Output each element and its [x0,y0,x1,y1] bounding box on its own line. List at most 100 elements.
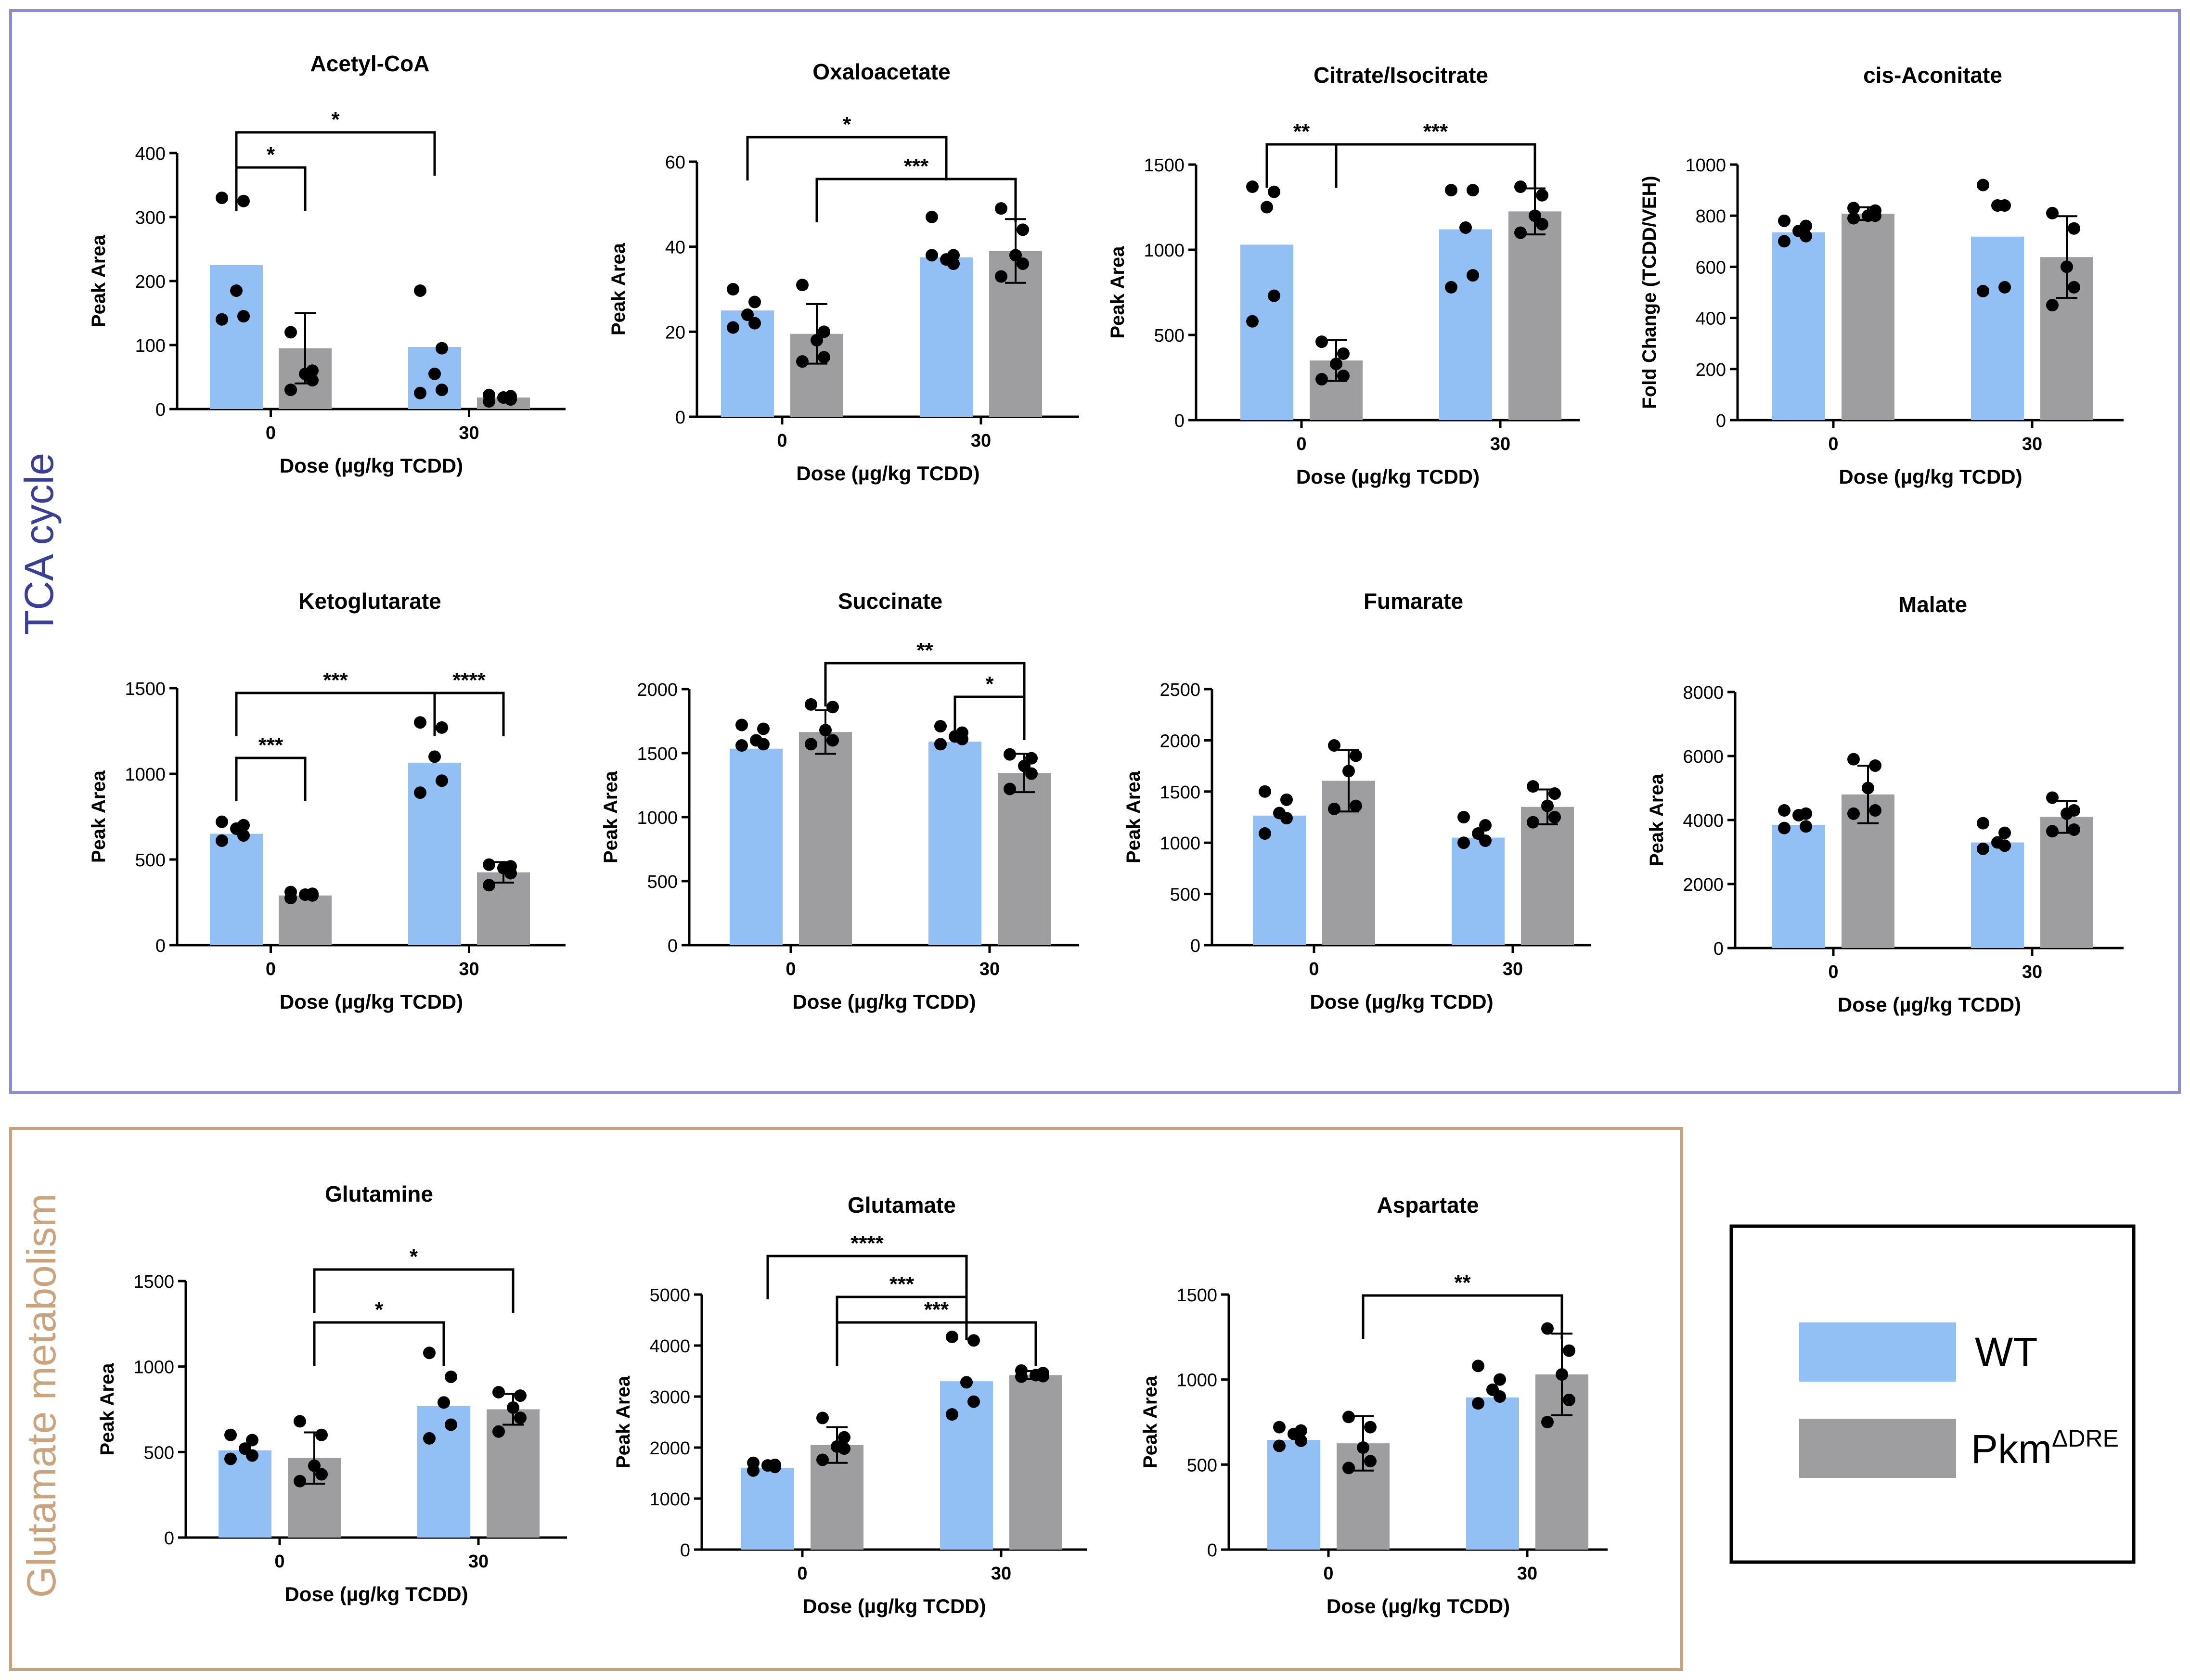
data-point [1514,226,1527,239]
y-tick-label: 600 [1696,257,1726,278]
legend-label-pkm-superscript: ΔDRE [2052,1425,2119,1452]
y-tick-label: 400 [1696,309,1726,329]
y-tick-label: 1500 [637,744,678,764]
data-point [492,1425,505,1438]
data-point [237,194,250,207]
significance-label: *** [904,154,929,178]
x-axis-label: Dose (µg/kg TCDD) [1296,465,1480,488]
significance-bracket [836,1295,968,1340]
y-tick-label: 0 [1190,936,1200,956]
x-tick-label: 0 [1323,1564,1333,1584]
data-point [224,1452,237,1465]
data-point [1295,1434,1307,1447]
x-tick-label: 0 [1828,434,1838,454]
data-point [414,716,426,729]
data-point [1342,765,1355,778]
data-point [1778,821,1791,834]
y-tick-label: 1000 [1144,241,1185,261]
data-point [1472,1359,1484,1372]
y-axis-label: Peak Area [608,243,629,335]
y-tick-label: 3000 [649,1387,690,1408]
data-point [414,786,426,799]
data-point [2046,206,2059,219]
y-tick-label: 500 [647,872,678,892]
data-point [1315,373,1328,386]
data-point [284,326,297,339]
chart-title: Glutamate [848,1193,956,1218]
bar-wt-30 [1971,842,2024,948]
data-point [819,724,832,737]
y-tick-label: 1000 [1176,1371,1217,1391]
data-point [1472,1397,1484,1410]
x-axis-label: Dose (µg/kg TCDD) [802,1595,986,1617]
chart-oxaloacetate: Oxaloacetate 0 20 40 60 0 30 Dose (µg/kg TCDD) P… [608,59,1079,485]
y-tick-label: 500 [1187,1455,1217,1475]
data-point [436,384,448,397]
y-tick-label: 0 [1716,411,1726,431]
data-point [1261,201,1273,214]
legend-swatch-pkm [1799,1419,1956,1478]
x-tick-label: 30 [1490,434,1510,454]
significance-label: * [843,113,851,136]
bar-wt-30 [1439,229,1492,420]
significance-label: * [331,108,340,131]
bar-wt-30 [940,1381,993,1550]
significance-bracket [235,131,436,176]
bar-pkm-0 [799,732,852,945]
x-tick-label: 30 [979,959,1000,979]
significance-label: **** [850,1231,884,1255]
data-point [1548,811,1561,823]
x-axis-label: Dose (µg/kg TCDD) [1839,465,2022,488]
significance-label: *** [924,1298,949,1321]
data-point [1330,358,1342,371]
data-point [1869,759,1881,772]
data-point [1869,804,1881,817]
data-point [1800,230,1812,243]
data-point [306,374,319,387]
glutamate-section-frame [9,1127,1683,1671]
y-tick-label: 400 [135,144,166,164]
y-tick-label: 0 [155,400,166,420]
bar-pkm-30 [1009,1375,1062,1550]
significance-label: **** [452,668,486,692]
data-point [1556,1368,1568,1381]
data-point [2068,222,2080,235]
data-point [308,1459,321,1472]
data-point [483,395,495,408]
data-point [1328,802,1340,815]
bar-pkm-30 [1521,807,1574,945]
data-point [956,732,968,745]
data-point [1541,1322,1554,1335]
y-tick-label: 2000 [1683,875,1724,895]
tca-section-label: TCA cycle [16,453,62,635]
y-tick-label: 0 [1207,1540,1217,1561]
data-point [504,393,517,406]
x-tick-label: 30 [459,423,479,443]
data-point [1004,748,1016,761]
x-axis-label: Dose (µg/kg TCDD) [1327,1595,1510,1617]
bar-wt-0 [730,748,783,945]
y-axis-label: Peak Area [88,770,109,863]
data-point [946,1330,958,1343]
data-point [960,1376,973,1389]
y-tick-label: 5000 [649,1285,690,1306]
data-point [735,739,748,752]
data-point [1457,836,1470,849]
bar-wt-30 [1466,1397,1519,1550]
y-tick-label: 300 [135,208,166,228]
y-axis-label: Peak Area [1140,1375,1161,1468]
y-tick-label: 0 [155,936,166,956]
data-point [967,1395,980,1408]
bar-pkm-30 [2040,817,2093,948]
data-point [1778,214,1791,227]
x-axis-label: Dose (µg/kg TCDD) [792,990,976,1013]
data-point [1273,1439,1286,1452]
data-point [1337,369,1350,382]
data-point [2061,260,2073,273]
data-point [1337,347,1350,360]
data-point [1246,180,1259,193]
bar-wt-30 [417,1406,470,1538]
x-tick-label: 30 [991,1564,1011,1584]
y-tick-label: 20 [665,322,685,343]
